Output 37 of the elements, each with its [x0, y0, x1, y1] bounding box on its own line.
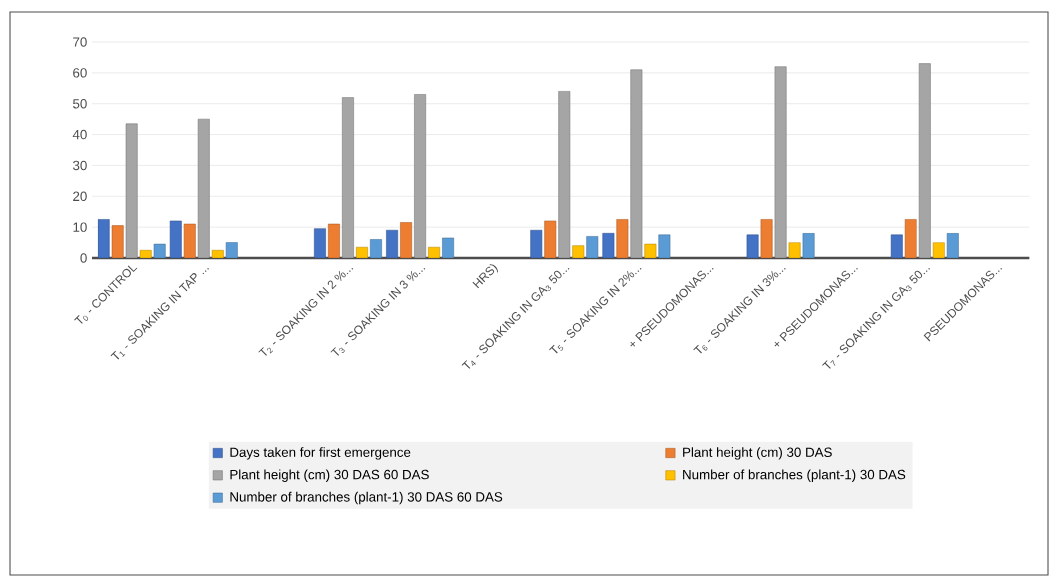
y-tick-label: 40	[72, 129, 87, 140]
bar	[356, 246, 368, 258]
y-tick-label: 10	[73, 222, 87, 232]
bar	[760, 219, 773, 258]
bar	[139, 250, 152, 258]
bar	[602, 233, 615, 258]
bar	[386, 229, 399, 258]
bar	[644, 243, 657, 258]
legend-label: Days taken for first emergence	[230, 447, 411, 460]
bar	[530, 229, 543, 258]
legend-label: Number of branches (plant-1) 30 DAS 60 DAS	[230, 491, 503, 505]
y-tick-label: 0	[80, 253, 87, 263]
bar	[328, 223, 340, 258]
y-tick-label: 70	[73, 37, 87, 47]
bar	[183, 223, 196, 258]
y-tick-label: 20	[73, 191, 87, 201]
bar	[169, 220, 182, 258]
y-tick-label: 60	[73, 68, 87, 78]
bar	[616, 219, 629, 258]
bar	[97, 219, 110, 258]
bar	[400, 222, 413, 258]
bar	[904, 219, 917, 258]
bar	[890, 234, 903, 258]
y-tick-label: 50	[73, 99, 87, 109]
bar	[314, 228, 326, 258]
bar	[544, 220, 557, 258]
bar	[746, 234, 759, 258]
bar	[428, 246, 441, 258]
legend-label: Plant height (cm) 30 DAS	[683, 447, 832, 460]
bar	[211, 250, 224, 258]
bar	[932, 242, 945, 258]
bar	[111, 225, 124, 258]
legend-label: Number of branches (plant-1) 30 DAS	[683, 469, 906, 482]
bar	[788, 242, 801, 258]
legend-label: Plant height (cm) 30 DAS 60 DAS	[230, 469, 429, 482]
y-tick-label: 30	[72, 160, 87, 171]
bar	[572, 245, 585, 258]
